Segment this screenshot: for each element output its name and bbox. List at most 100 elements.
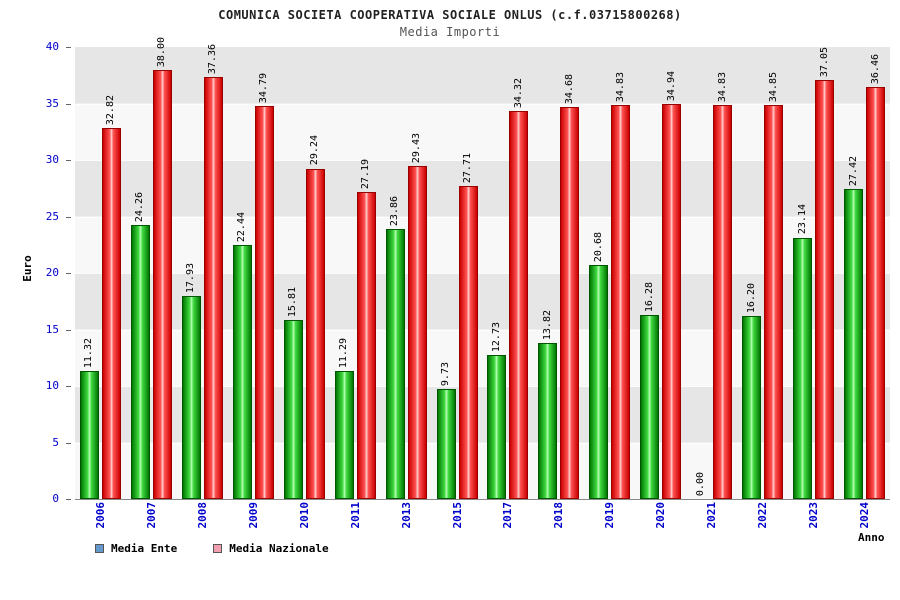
bar-group: 0.00 34.83 <box>686 47 737 499</box>
x-tick: 2007 <box>126 502 177 542</box>
x-tick: 2021 <box>686 502 737 542</box>
y-tick-mark <box>66 216 71 218</box>
x-tick-label: 2007 <box>144 502 158 529</box>
bar-column: 27.71 <box>458 47 478 499</box>
bar-column: 11.32 <box>79 47 99 499</box>
value-label: 16.20 <box>745 282 757 313</box>
x-tick: 2022 <box>737 502 788 542</box>
x-tick-label: 2020 <box>654 502 668 529</box>
x-tick-label: 2009 <box>246 502 260 529</box>
bar-media-ente <box>436 389 456 499</box>
bar-media-nazionale <box>356 191 376 499</box>
bar-media-ente <box>538 342 558 499</box>
y-tick-label: 0 <box>52 492 59 505</box>
value-label: 23.86 <box>389 196 401 227</box>
bar-media-ente <box>844 189 864 499</box>
value-label: 13.82 <box>541 309 553 340</box>
bar-media-nazionale <box>407 166 427 499</box>
bar-column: 9.73 <box>436 47 456 499</box>
value-label: 15.81 <box>287 287 299 318</box>
x-tick-label: 2006 <box>93 502 107 529</box>
value-label: 34.85 <box>767 72 779 103</box>
bar-media-ente <box>283 320 303 499</box>
value-label: 34.83 <box>614 72 626 103</box>
value-label: 34.83 <box>716 72 728 103</box>
bar-media-ente <box>232 245 252 499</box>
y-tick-label: 35 <box>45 96 59 110</box>
gridline <box>75 273 890 274</box>
bar-column: 36.46 <box>866 47 886 499</box>
bar-column: 17.93 <box>181 47 201 499</box>
value-label: 37.05 <box>818 47 830 78</box>
y-tick-label: 10 <box>45 379 59 392</box>
bar-media-nazionale <box>560 107 580 499</box>
x-tick-label: 2013 <box>399 502 413 529</box>
x-tick-label: 2010 <box>297 502 311 529</box>
legend-swatch-media-nazionale <box>213 544 223 553</box>
bar-media-nazionale <box>662 104 682 499</box>
bar-media-ente <box>793 237 813 499</box>
bar-column: 12.73 <box>487 47 507 499</box>
value-label: 27.19 <box>360 158 372 189</box>
x-tick: 2018 <box>533 502 584 542</box>
bar-group: 13.82 34.68 <box>533 47 584 499</box>
bar-media-nazionale <box>764 105 784 499</box>
bar-media-ente <box>130 224 150 499</box>
bar-column: 29.43 <box>407 47 427 499</box>
bar-media-ente <box>334 371 354 499</box>
bar-column: 37.05 <box>815 47 835 499</box>
y-axis: 0 5 10 15 20 25 30 35 40 <box>0 41 71 504</box>
bar-media-ente <box>181 296 201 499</box>
bar-media-ente <box>589 265 609 499</box>
bar-media-nazionale <box>254 105 274 499</box>
bar-column: 34.68 <box>560 47 580 499</box>
y-tick-mark <box>66 160 71 161</box>
bar-media-nazionale <box>713 105 733 499</box>
y-tick-label: 20 <box>45 266 59 279</box>
bar-group: 23.14 37.05 <box>788 47 839 499</box>
gridline <box>75 103 890 105</box>
y-tick-mark <box>66 273 71 274</box>
gridline <box>75 216 890 218</box>
bar-media-ente <box>385 229 405 499</box>
value-label: 38.00 <box>156 36 168 67</box>
bar-column: 34.32 <box>509 47 529 499</box>
value-label: 11.29 <box>338 338 350 369</box>
bar-column: 20.68 <box>589 47 609 499</box>
value-label: 29.24 <box>309 135 321 166</box>
bar-group: 22.44 34.79 <box>228 47 279 499</box>
bar-media-ente <box>742 315 762 499</box>
x-tick-label: 2011 <box>348 502 362 529</box>
x-tick-label: 2019 <box>603 502 617 529</box>
value-label: 11.32 <box>83 337 95 369</box>
bar-group: 17.93 37.36 <box>177 44 228 499</box>
bar-group: 9.73 27.71 <box>432 47 483 499</box>
bar-column: 34.83 <box>713 47 733 499</box>
x-tick: 2019 <box>584 502 635 542</box>
x-tick-label: 2024 <box>858 502 872 529</box>
y-tick-label: 40 <box>45 40 59 53</box>
y-tick-mark <box>66 442 71 444</box>
bar-group: 15.81 29.24 <box>279 47 330 499</box>
bar-column: 34.83 <box>611 47 631 499</box>
value-label: 17.93 <box>185 263 197 294</box>
bar-media-nazionale <box>509 111 529 499</box>
x-tick-label: 2018 <box>552 502 566 529</box>
x-tick: 2006 <box>75 502 126 542</box>
x-tick: 2023 <box>788 502 839 542</box>
x-tick-label: 2008 <box>195 502 209 529</box>
bar-group: 27.42 36.46 <box>839 47 890 499</box>
gridline <box>75 442 890 444</box>
value-label: 0.00 <box>694 471 706 496</box>
x-axis: 2006 2007 2008 2009 2010 2011 2013 2015 2017 2018… <box>75 502 890 542</box>
bar-column: 34.85 <box>764 47 784 499</box>
bar-column: 16.20 <box>742 47 762 499</box>
y-tick-label: 30 <box>45 153 59 166</box>
x-tick: 2020 <box>635 502 686 542</box>
bar-column: 34.94 <box>662 47 682 499</box>
bar-media-ente <box>640 315 660 499</box>
bar-column: 24.26 <box>130 47 150 499</box>
bar-group: 11.29 27.19 <box>330 47 381 499</box>
bar-column: 15.81 <box>283 47 303 499</box>
value-label: 22.44 <box>236 212 248 243</box>
